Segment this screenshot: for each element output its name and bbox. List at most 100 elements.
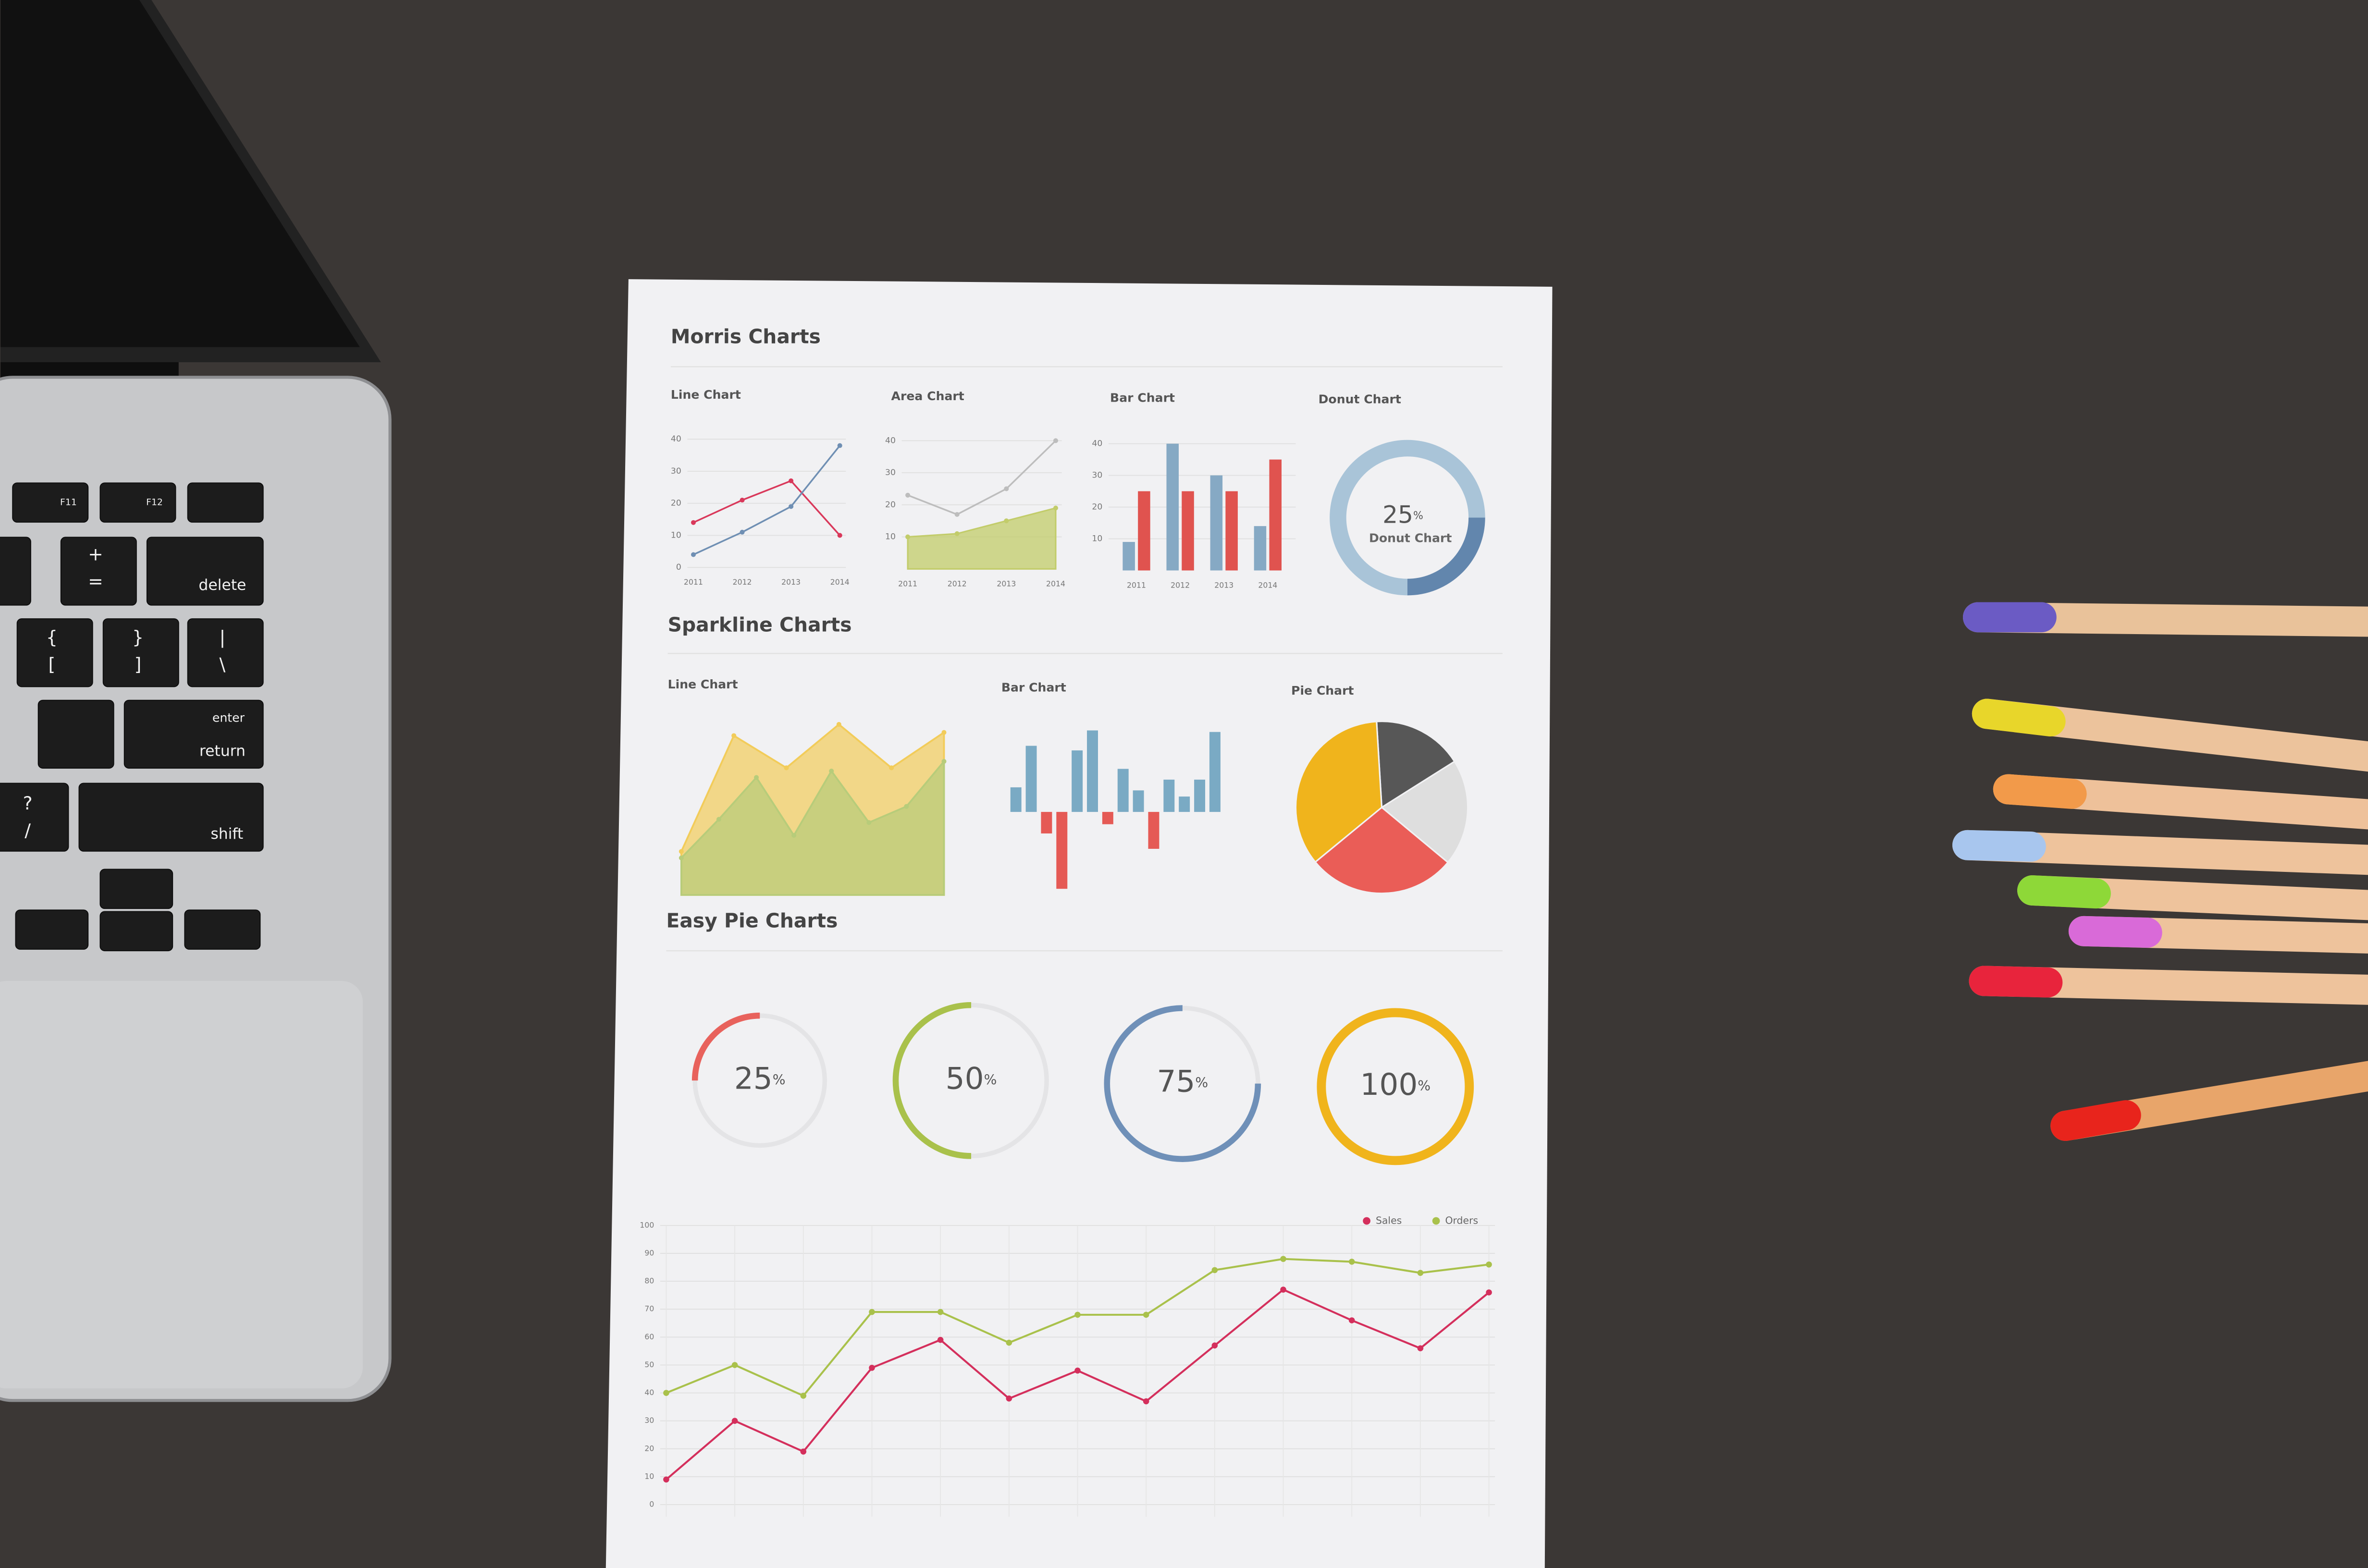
easy-pie-unit: % [1195,1075,1208,1091]
donut-segment [1330,440,1485,596]
sparkline-point [866,820,872,825]
key-label: F11 [60,498,77,508]
y-tick-label: 40 [885,436,896,445]
key-label: \ [220,654,226,675]
sparkline-point [889,765,894,771]
x-tick-label: 2014 [1258,580,1277,589]
point [691,552,696,557]
y-tick-label: 30 [644,1416,654,1425]
paper [605,279,1553,1568]
section-heading: Morris Charts [671,325,821,348]
y-tick-label: 80 [644,1276,654,1286]
easy-pie-label: 25% [734,1061,786,1096]
point [1006,1395,1012,1402]
sparkline-bar [1010,787,1022,812]
donut-center-value: 25% [1382,500,1423,528]
sparkline-bar [1041,812,1052,833]
point [937,1309,944,1315]
point [905,534,911,539]
point [800,1393,807,1399]
point [1074,1367,1081,1374]
pencil-tip [1952,830,2046,862]
sparkline-bar [1209,732,1221,812]
key-label: / [25,820,31,841]
x-tick-label: 2013 [1214,580,1233,589]
y-tick-label: 30 [671,466,681,476]
chart-title: Line Chart [671,388,741,402]
y-tick-label: 100 [640,1220,654,1229]
y-tick-label: 30 [885,468,896,478]
y-tick-label: 0 [676,563,681,572]
line [693,445,841,556]
easy-pie-label: 75% [1157,1064,1208,1099]
x-tick-label: 2014 [830,577,850,587]
chart-title: Area Chart [891,389,964,403]
y-tick-label: 10 [671,530,681,540]
point [691,520,696,525]
key [0,537,31,606]
point [1417,1270,1424,1276]
y-tick-label: 40 [644,1388,654,1397]
sparkline-bar [1194,779,1206,812]
section-heading: Easy Pie Charts [666,909,838,932]
donut-segment [1407,517,1485,596]
easy-pie-label: 50% [946,1061,997,1096]
key [78,783,264,852]
sparkline-bar [1163,779,1175,812]
sparkline-point [829,769,834,774]
key [16,618,93,687]
key-label: enter [212,710,245,724]
key-label: delete [198,576,246,594]
sparkline-point [731,733,737,738]
easy-pie-unit: % [773,1072,786,1088]
sparkline-point [678,855,684,860]
point [1053,505,1059,511]
easy-pie-value: 75 [1157,1064,1195,1099]
point [869,1364,875,1371]
x-tick-label: 2013 [997,579,1016,588]
easy-pie-arc [691,1012,760,1081]
y-tick-label: 90 [644,1249,654,1258]
key [12,482,89,523]
point [1004,518,1009,524]
sparkline-bar [1072,750,1083,812]
point [1417,1345,1424,1351]
key [99,869,173,909]
easy-pie-arc [892,1002,972,1159]
pencil-tip [2050,1100,2141,1141]
point [740,497,745,503]
key [0,783,69,852]
y-tick-label: 20 [1092,502,1102,512]
key-label: shift [210,825,243,843]
section-heading: Sparkline Charts [668,613,852,637]
y-tick-label: 70 [644,1304,654,1313]
key [99,482,176,523]
point [731,1418,738,1424]
easy-pie-value: 50 [946,1061,984,1096]
sparkline-bar [1087,730,1098,812]
bar [1122,542,1135,571]
legend-label: Orders [1445,1214,1478,1226]
key [37,699,114,769]
point [789,478,794,483]
point [663,1476,669,1483]
line [907,440,1057,515]
sparkline-point [791,833,797,838]
bar [1269,459,1282,571]
key-label: } [132,626,144,648]
bar [1225,491,1238,571]
sparkline-bar [1148,812,1159,849]
sparkline-bar [1179,796,1190,812]
point [1004,486,1009,491]
point [954,531,960,536]
key [99,911,173,952]
legend-label: Sales [1376,1214,1402,1226]
key-label: F12 [146,498,163,508]
x-tick-label: 2011 [684,577,703,587]
x-tick-label: 2012 [1171,580,1190,589]
point [663,1390,669,1396]
y-tick-label: 10 [644,1471,654,1481]
point [1074,1311,1081,1318]
